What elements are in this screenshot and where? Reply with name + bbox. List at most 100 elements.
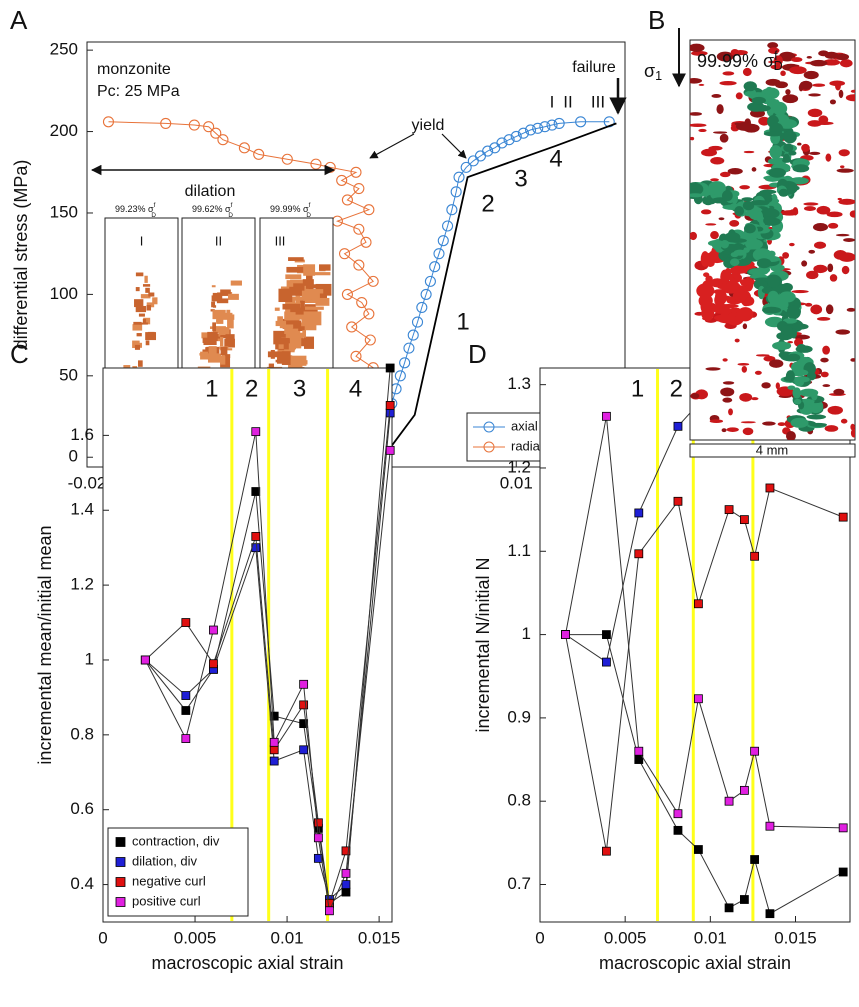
point xyxy=(750,551,760,561)
stage-label: 4 xyxy=(349,375,362,402)
inset-texture xyxy=(224,312,233,319)
point xyxy=(313,833,323,843)
inset-texture xyxy=(219,327,230,332)
damage-red xyxy=(827,405,843,415)
y-tick-label: 1.4 xyxy=(70,500,94,519)
point xyxy=(313,853,323,863)
damage-red xyxy=(705,275,713,283)
inset-texture xyxy=(292,326,305,332)
inset-texture xyxy=(214,333,221,339)
inset-texture xyxy=(290,315,301,319)
damage-green xyxy=(752,248,772,262)
point xyxy=(433,248,445,260)
point xyxy=(341,846,351,856)
inset-texture xyxy=(300,322,317,331)
inset-texture xyxy=(216,317,224,324)
point xyxy=(353,183,365,195)
inset-caption-sup: f xyxy=(231,202,233,209)
damage-green xyxy=(707,240,725,247)
image-scale-label: 4 mm xyxy=(756,442,789,457)
legend-marker xyxy=(115,897,126,907)
inset-caption-main: 99.99% σ xyxy=(270,204,309,214)
series-line xyxy=(372,121,610,458)
inset-texture xyxy=(145,340,150,346)
damage-red xyxy=(838,149,850,157)
damage-green xyxy=(753,279,768,290)
inset-texture xyxy=(315,297,330,306)
inset-texture xyxy=(290,307,305,313)
damage-red xyxy=(836,168,854,173)
point xyxy=(694,694,703,704)
load-label-main: σ xyxy=(644,61,655,81)
point xyxy=(460,161,472,173)
image-caption-sup: f xyxy=(774,49,778,63)
inset-texture xyxy=(286,280,293,291)
point xyxy=(553,117,565,129)
damage-red xyxy=(690,123,707,128)
point xyxy=(385,445,395,455)
legend-marker xyxy=(483,441,495,453)
point xyxy=(269,745,279,755)
point xyxy=(356,296,368,309)
damage-red xyxy=(827,222,839,229)
point xyxy=(399,357,411,369)
damage-red xyxy=(709,419,724,424)
series-line xyxy=(144,405,391,904)
y-tick-label: 0.7 xyxy=(507,874,531,893)
inset-texture xyxy=(289,335,302,349)
damage-red xyxy=(721,428,727,433)
point xyxy=(188,119,200,131)
damage-red xyxy=(850,428,855,438)
damage-red xyxy=(835,329,851,335)
inset-texture xyxy=(142,318,147,325)
inset-caption-sub: D xyxy=(151,212,156,219)
damage-red xyxy=(813,241,827,249)
damage-red xyxy=(824,425,839,432)
damage-green xyxy=(768,167,786,178)
damage-red xyxy=(807,108,823,118)
inset-texture xyxy=(302,279,314,286)
damage-red xyxy=(840,165,845,169)
inset-texture xyxy=(283,286,303,296)
legend-marker xyxy=(115,837,126,847)
damage-red xyxy=(722,71,735,76)
damage-green xyxy=(690,193,703,198)
y-tick-label: 1.3 xyxy=(507,374,531,393)
damage-red xyxy=(698,294,713,308)
panel-label: B xyxy=(648,5,665,35)
damage-red xyxy=(701,148,718,157)
damage-red xyxy=(722,381,735,385)
annotation: 3 xyxy=(514,165,527,192)
damage-red xyxy=(822,345,830,355)
inset-texture xyxy=(146,302,155,308)
inset-texture xyxy=(205,347,209,353)
series-line xyxy=(144,367,391,905)
inset-texture xyxy=(142,284,151,287)
damage-red xyxy=(700,251,710,267)
annotation: 2 xyxy=(481,190,494,217)
damage-red xyxy=(730,49,740,56)
damage-green xyxy=(769,145,782,159)
point xyxy=(407,329,419,341)
damage-red xyxy=(825,304,834,315)
damage-red xyxy=(797,142,802,146)
point xyxy=(160,117,172,129)
point xyxy=(364,334,376,346)
point xyxy=(482,145,494,157)
damage-red xyxy=(791,57,803,63)
legend-marker xyxy=(115,877,126,887)
damage-red xyxy=(780,210,799,216)
inset-texture xyxy=(152,297,158,305)
inset-texture xyxy=(302,330,307,338)
damage-red xyxy=(740,421,756,424)
damage-red xyxy=(739,278,756,286)
damage-red xyxy=(713,131,728,134)
inset-texture xyxy=(146,305,152,311)
point xyxy=(360,236,372,248)
plot-frame xyxy=(539,367,851,923)
y-tick-label: 250 xyxy=(50,40,78,59)
damage-red xyxy=(837,197,842,201)
damage-red xyxy=(778,51,796,62)
inset-texture xyxy=(132,340,140,349)
damage-red xyxy=(827,263,834,273)
